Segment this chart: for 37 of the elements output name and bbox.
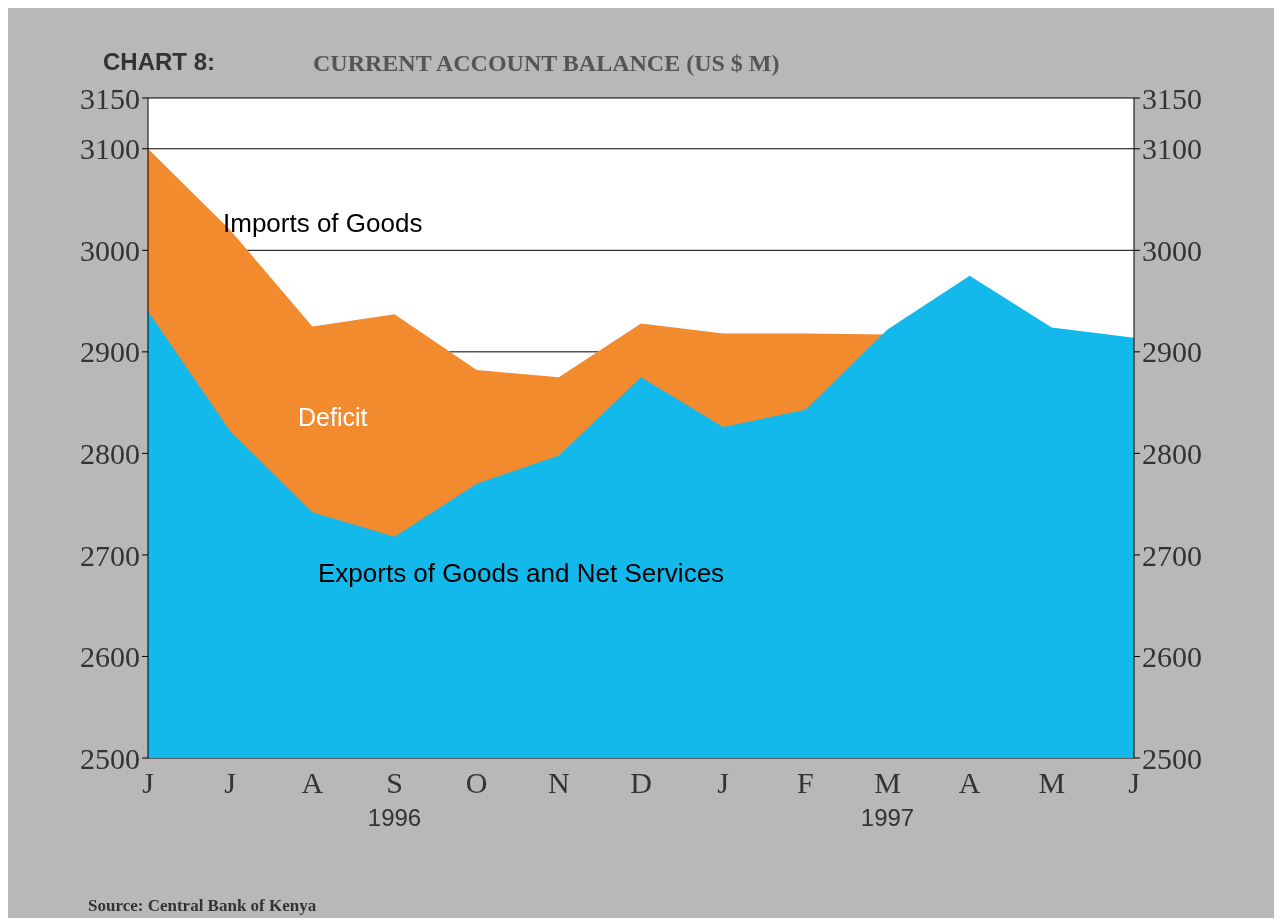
y2-tick-label: 2900 (1142, 335, 1202, 369)
x-tick-label: J (717, 766, 730, 800)
y2-tick-label: 2600 (1142, 640, 1202, 674)
y2-tick-label: 3150 (1142, 81, 1202, 115)
x-tick-label: J (1128, 766, 1141, 800)
x-tick-label: O (465, 766, 488, 800)
x-tick-label: S (386, 766, 403, 800)
x-tick-label: M (1038, 766, 1066, 800)
x-tick-label: N (548, 766, 570, 800)
y-tick-label: 2500 (80, 741, 140, 775)
x-tick-label: A (958, 766, 981, 800)
series-label: Imports of Goods (223, 208, 423, 239)
x-tick-label: M (874, 766, 901, 800)
annotation: Deficit (298, 403, 368, 432)
source-note: Source: Central Bank of Kenya (88, 896, 317, 916)
y-tick-label: 2800 (80, 437, 140, 471)
text: 1997 (860, 804, 915, 832)
y2-tick-label: 2700 (1142, 538, 1202, 572)
y-tick-label: 2700 (80, 538, 140, 572)
y2-tick-label: 2500 (1142, 741, 1202, 775)
x-tick-label: F (796, 766, 814, 800)
text: 1996 (367, 804, 422, 832)
y-tick-label: 2600 (80, 640, 140, 674)
chart-title: CURRENT ACCOUNT BALANCE (US $ M) (313, 50, 780, 77)
y2-tick-label: 3000 (1142, 233, 1202, 267)
x-tick-label: D (630, 766, 652, 800)
x-tick-label: A (301, 766, 324, 800)
y-tick-label: 3150 (80, 81, 140, 115)
y2-tick-label: 3100 (1142, 132, 1202, 166)
chart-subtitle: CHART 8: (103, 48, 215, 76)
y-tick-label: 2900 (80, 335, 140, 369)
x-tick-label: J (224, 766, 237, 800)
y2-tick-label: 2800 (1142, 437, 1202, 471)
y-tick-label: 3000 (80, 233, 140, 267)
y-tick-label: 3100 (80, 132, 140, 166)
x-tick-label: J (142, 766, 155, 800)
series-label: Exports of Goods and Net Services (318, 558, 725, 589)
